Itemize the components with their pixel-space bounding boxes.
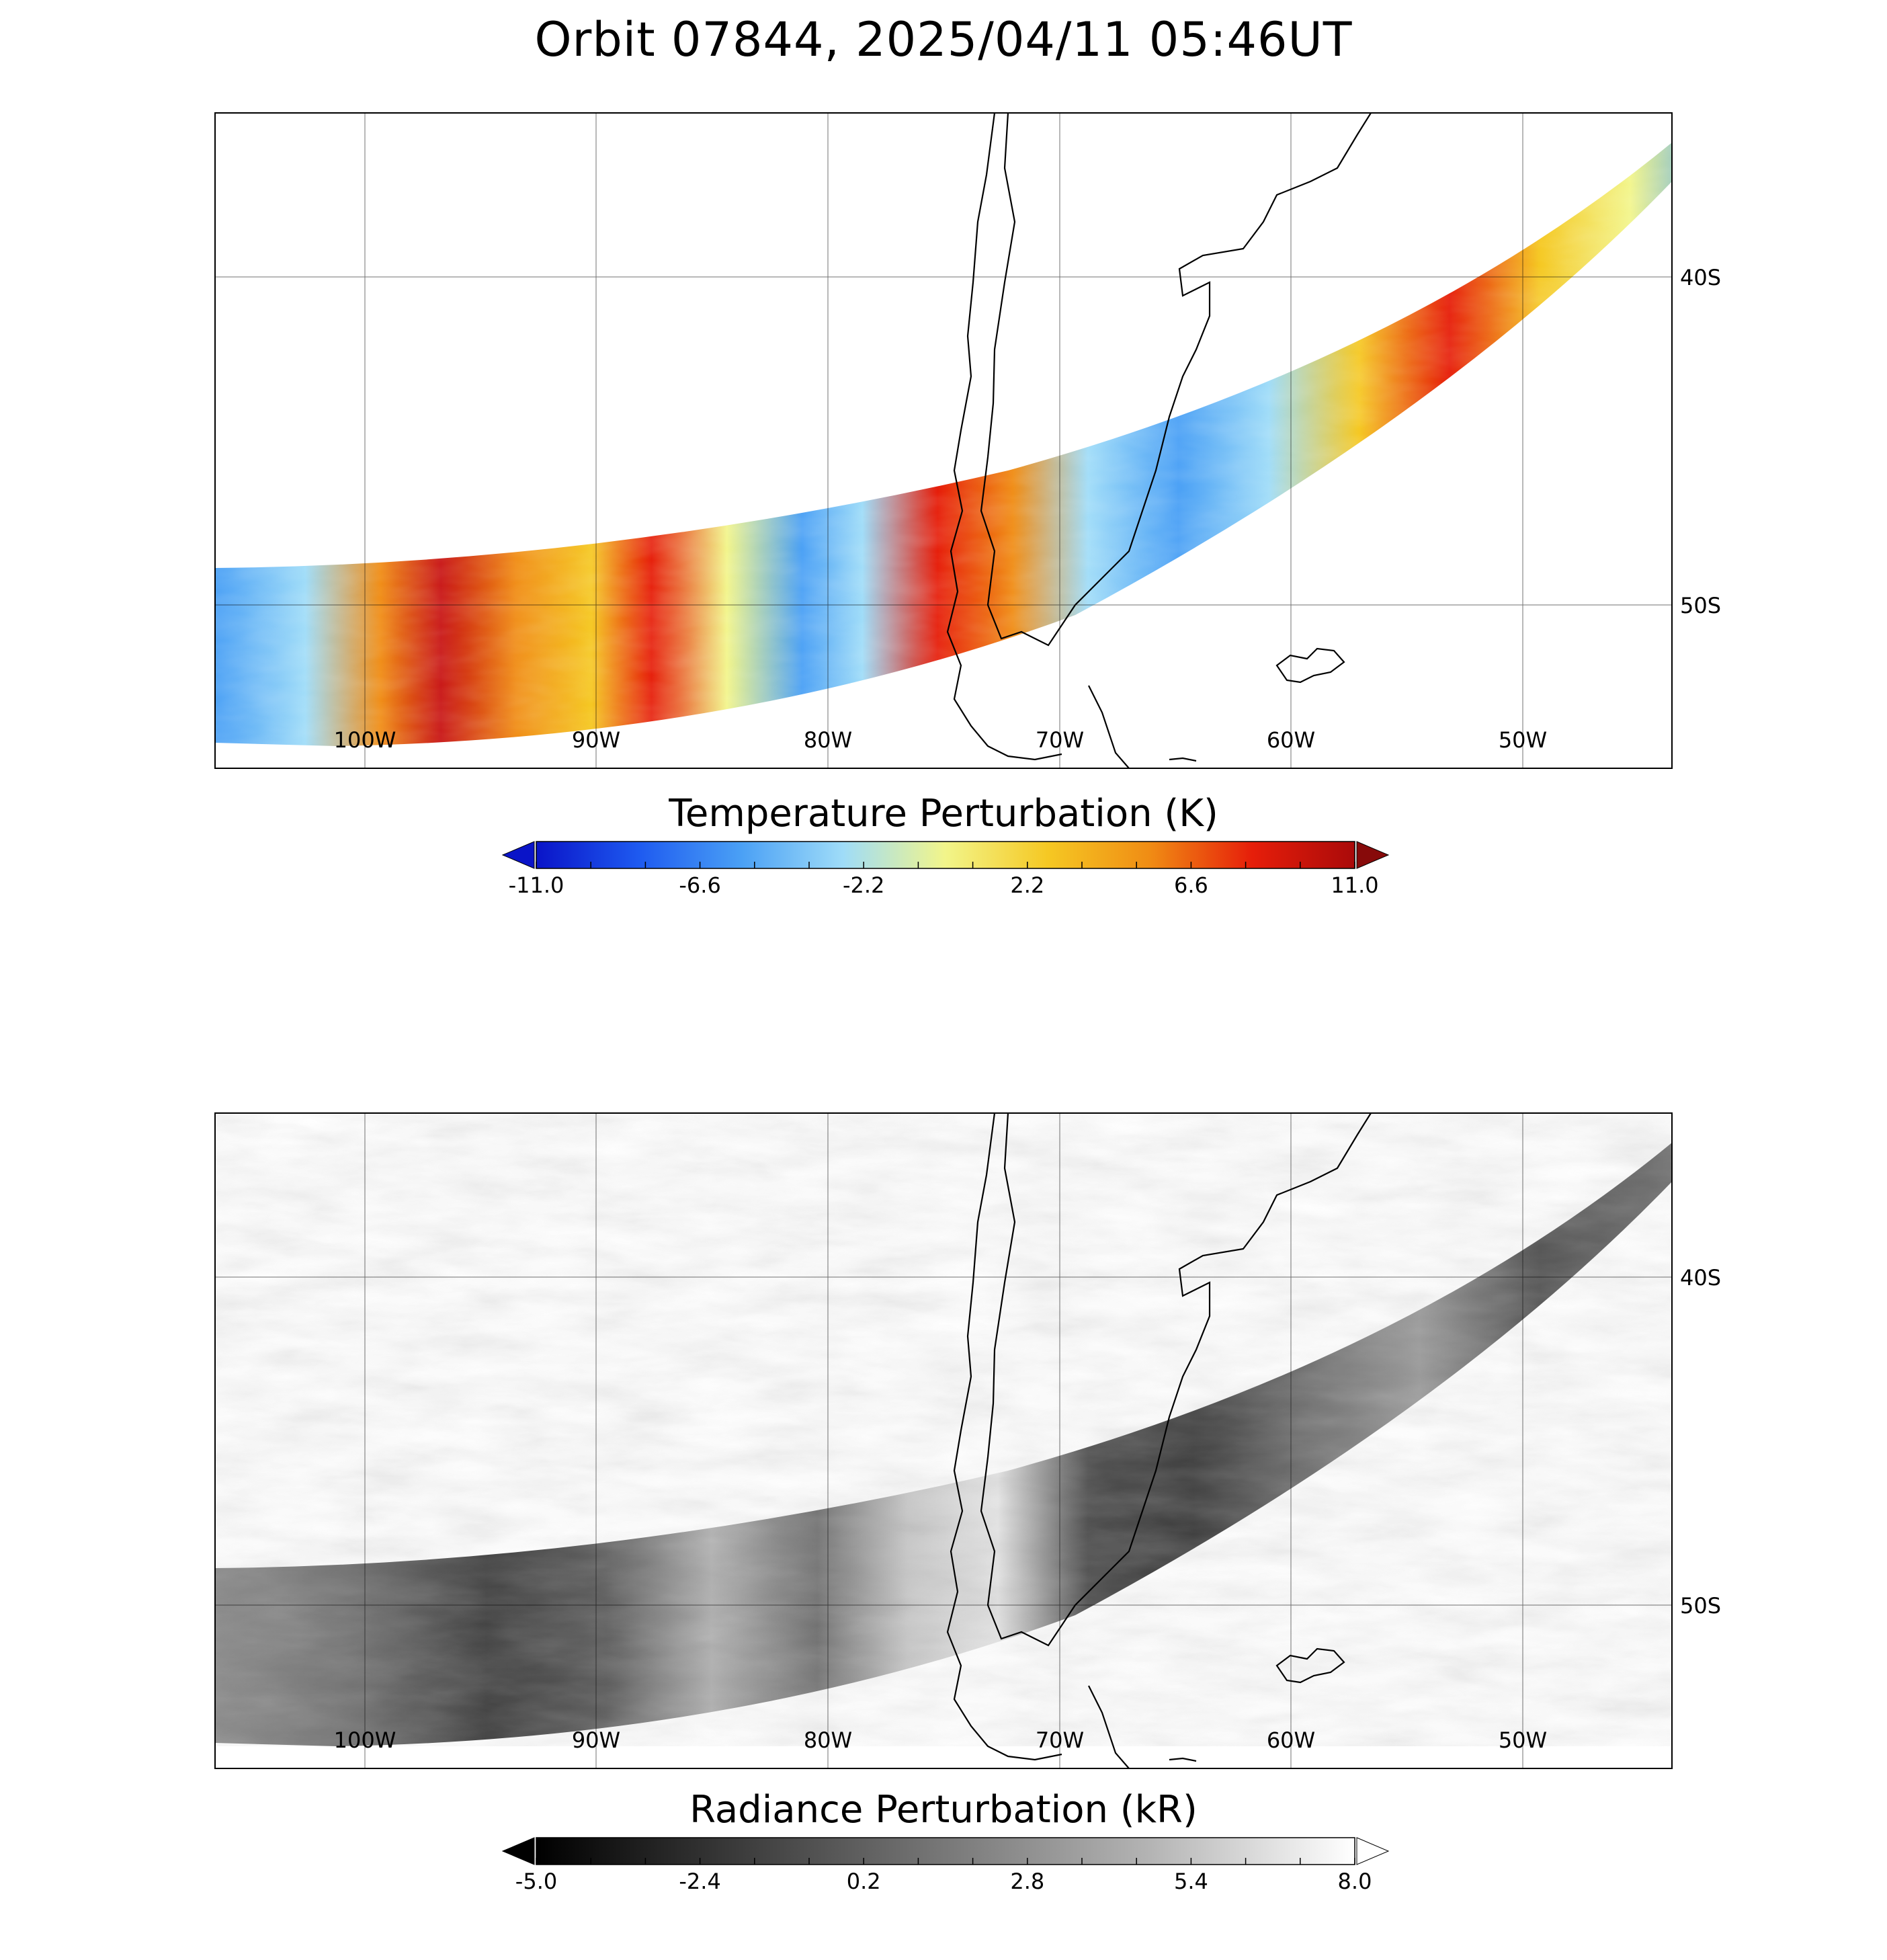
cb-tick-label: 5.4 [1174, 1869, 1208, 1894]
lon-label-100w: 100W [334, 727, 396, 753]
longitude-labels: 100W 90W 80W 70W 60W 50W [334, 727, 1548, 753]
lon-label-60w: 60W [1267, 1727, 1315, 1753]
cb-tick-label: 2.8 [1010, 1869, 1044, 1894]
latitude-labels: 40S 50S [1680, 1265, 1721, 1619]
cb-tick-label: 11.0 [1331, 872, 1378, 898]
lon-label-50w: 50W [1499, 1727, 1547, 1753]
colorbar-max-arrow [1356, 841, 1390, 869]
temperature-colorbar: -11.0 -6.6 -2.2 2.2 6.6 11.0 [501, 841, 1390, 898]
cb-tick-label: 6.6 [1174, 872, 1208, 898]
colorbar-gradient [536, 1837, 1355, 1865]
colorbar-min-arrow [501, 841, 535, 869]
lat-label-40s: 40S [1680, 1265, 1721, 1291]
colorbar-max-arrow [1356, 1837, 1390, 1865]
radiance-map-panel: 100W 90W 80W 70W 60W 50W 40S 50S [214, 1112, 1721, 1769]
coastline [946, 112, 1372, 769]
colorbar-min-arrow [501, 1837, 535, 1865]
temperature-colorbar-title: Temperature Perturbation (K) [669, 792, 1218, 835]
lat-label-50s: 50S [1680, 1593, 1721, 1619]
lon-label-70w: 70W [1036, 727, 1084, 753]
radiance-swath [215, 1113, 1672, 1746]
grid-lines [215, 113, 1672, 768]
lat-label-50s: 50S [1680, 593, 1721, 618]
longitude-labels: 100W 90W 80W 70W 60W 50W [334, 1727, 1548, 1753]
cb-tick-label: -6.6 [679, 872, 720, 898]
map-frame [214, 112, 1673, 769]
colorbar-tick-labels: -11.0 -6.6 -2.2 2.2 6.6 11.0 [509, 872, 1379, 898]
latitude-labels: 40S 50S [1680, 265, 1721, 618]
colorbar-gradient [536, 841, 1355, 869]
cb-tick-label: 0.2 [847, 1869, 881, 1894]
lon-label-100w: 100W [334, 1727, 396, 1753]
colorbar-ticks [536, 862, 1355, 868]
cb-tick-label: -2.4 [679, 1869, 720, 1894]
cb-tick-label: -11.0 [509, 872, 564, 898]
cb-tick-label: -2.2 [843, 872, 884, 898]
lon-label-90w: 90W [572, 1727, 620, 1753]
radiance-colorbar-title: Radiance Perturbation (kR) [689, 1788, 1198, 1832]
cb-tick-label: -5.0 [515, 1869, 557, 1894]
lon-label-70w: 70W [1036, 1727, 1084, 1753]
lat-label-40s: 40S [1680, 265, 1721, 290]
coastline [946, 1112, 1372, 1769]
lon-label-80w: 80W [804, 1727, 852, 1753]
cb-tick-label: 8.0 [1338, 1869, 1372, 1894]
lon-label-90w: 90W [572, 727, 620, 753]
lon-label-60w: 60W [1267, 727, 1315, 753]
temperature-swath [215, 113, 1672, 746]
radiance-colorbar: -5.0 -2.4 0.2 2.8 5.4 8.0 [501, 1837, 1390, 1894]
figure-title: Orbit 07844, 2025/04/11 05:46UT [534, 12, 1353, 67]
colorbar-tick-labels: -5.0 -2.4 0.2 2.8 5.4 8.0 [515, 1869, 1372, 1894]
lon-label-80w: 80W [804, 727, 852, 753]
map-frame [214, 1112, 1673, 1769]
cb-tick-label: 2.2 [1010, 872, 1044, 898]
colorbar-ticks [536, 1858, 1355, 1865]
grid-lines [215, 1113, 1672, 1768]
temperature-map-panel: 100W 90W 80W 70W 60W 50W 40S 50S [214, 112, 1721, 769]
lon-label-50w: 50W [1499, 727, 1547, 753]
